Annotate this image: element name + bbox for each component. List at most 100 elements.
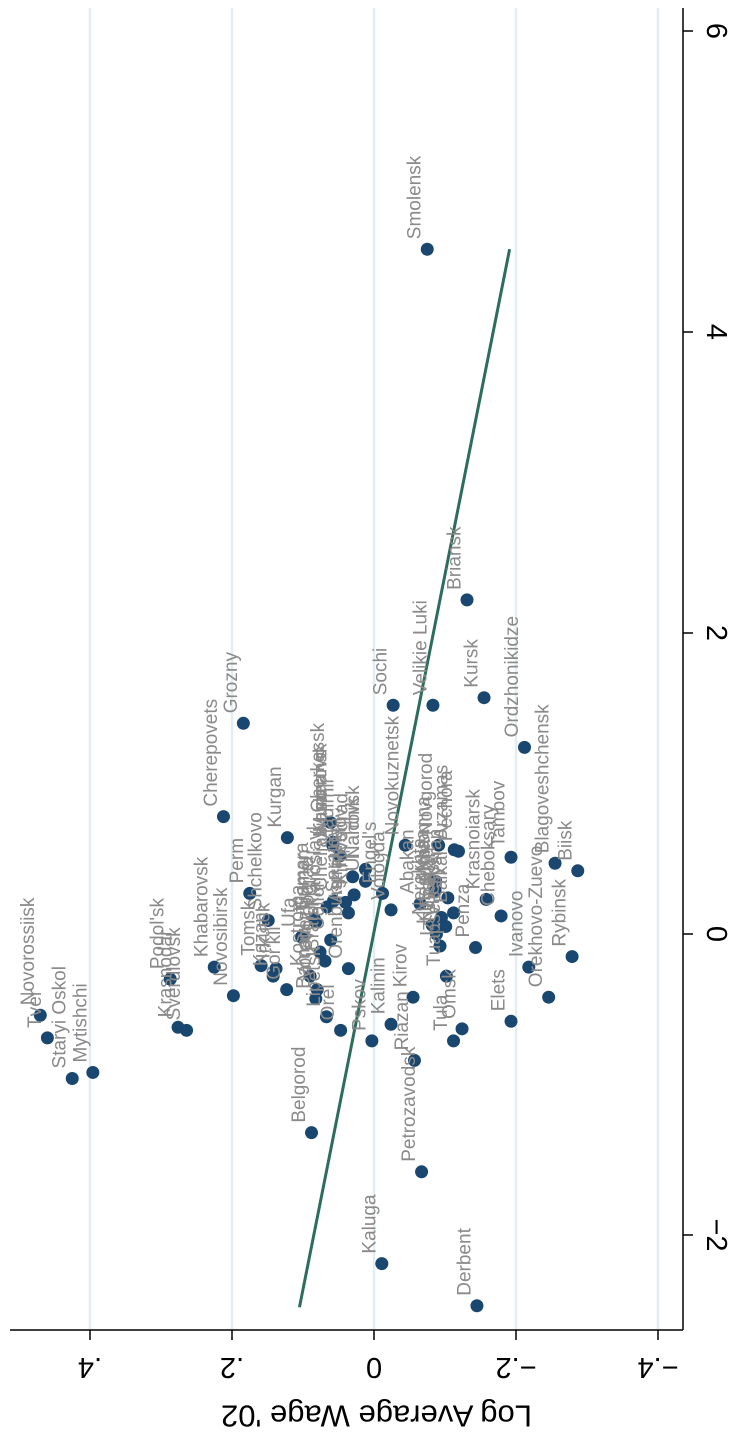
- point-label-71: Abakan: [398, 829, 419, 893]
- data-point-78: [428, 883, 442, 897]
- data-point-71: [413, 897, 427, 911]
- data-point-66: [309, 915, 323, 929]
- point-label-45: Pskov: [349, 979, 370, 1031]
- data-point-40: [86, 1065, 100, 1079]
- data-point-21: [494, 909, 508, 923]
- point-label-54: Kostroma: [288, 884, 309, 966]
- data-point-80: [425, 918, 439, 932]
- y-tick-label-3: −.2: [495, 1351, 536, 1383]
- data-point-6: [236, 716, 250, 730]
- data-point-14: [504, 850, 518, 864]
- data-point-73: [439, 969, 453, 983]
- data-point-15: [548, 856, 562, 870]
- point-label-10: Kemerovo: [310, 749, 331, 836]
- data-point-4: [386, 698, 400, 712]
- data-point-18: [542, 990, 556, 1004]
- point-label-50: Orel: [318, 984, 339, 1020]
- y-tick-label-2: 0: [366, 1351, 382, 1383]
- data-points: [33, 242, 585, 1313]
- data-point-2: [477, 691, 491, 705]
- point-label-58: Iaroslavl: [305, 826, 326, 897]
- point-label-61: Cheliabinsk: [311, 792, 332, 891]
- data-point-8: [280, 831, 294, 845]
- point-label-38: Tver: [25, 989, 46, 1028]
- point-label-66: Tiumen: [293, 849, 314, 912]
- data-point-68: [384, 903, 398, 917]
- fit-line: [297, 248, 512, 1308]
- point-label-33: Irkutsk: [254, 902, 275, 958]
- point-label-18: Orekhovo-Zuevo: [526, 846, 547, 988]
- data-point-62: [346, 870, 360, 884]
- point-label-25: Tula: [431, 994, 452, 1031]
- point-label-24: Omsk: [440, 969, 461, 1019]
- point-label-21: Cheboksary: [479, 804, 500, 906]
- point-label-59: Saratov: [323, 826, 344, 892]
- data-point-49: [358, 874, 372, 888]
- point-label-64: Astrakhan: [326, 817, 347, 903]
- data-point-41: [305, 1126, 319, 1140]
- data-point-83: [318, 954, 332, 968]
- point-label-37: Novorossiisk: [18, 897, 39, 1005]
- point-label-29: Sverdlovsk: [164, 927, 185, 1020]
- data-point-43: [470, 1299, 484, 1313]
- point-label-32: Tomsk: [239, 900, 260, 955]
- data-point-3: [426, 698, 440, 712]
- point-label-67: Murmansk: [310, 743, 331, 832]
- data-point-31: [243, 886, 257, 900]
- data-point-17: [565, 950, 579, 964]
- point-label-62: Rostov: [330, 807, 351, 867]
- point-label-77: Baikal: [431, 851, 452, 903]
- point-label-47: Riazan: [392, 991, 413, 1050]
- data-point-63: [347, 888, 361, 902]
- point-label-0: Smolensk: [405, 155, 426, 239]
- data-point-45: [365, 1034, 379, 1048]
- data-point-84: [324, 933, 338, 947]
- data-point-77: [447, 906, 461, 920]
- point-label-68: Vologda: [369, 831, 390, 900]
- fit-line-group: [297, 248, 512, 1308]
- data-point-67: [326, 835, 340, 849]
- point-label-73: Tuapse: [424, 903, 445, 966]
- point-label-60: Orenburg: [326, 878, 347, 958]
- data-point-12: [432, 838, 446, 852]
- point-label-23: Penza: [453, 883, 474, 937]
- grid-lines: [88, 8, 660, 1330]
- point-label-75: Kolomna: [413, 796, 434, 871]
- point-label-12: Novgorod: [416, 753, 437, 835]
- point-label-26: Khabarovsk: [192, 856, 213, 957]
- data-point-25: [447, 1034, 461, 1048]
- data-point-1: [460, 593, 474, 607]
- point-label-2: Kursk: [462, 639, 483, 688]
- data-point-24: [455, 1022, 469, 1036]
- data-point-5: [518, 740, 532, 754]
- data-point-20: [504, 1014, 518, 1028]
- point-label-51: Lipetsk: [304, 946, 325, 1007]
- point-label-14: Tambov: [489, 780, 510, 847]
- point-label-17: Rybinsk: [550, 878, 571, 946]
- data-point-47: [407, 1053, 421, 1067]
- data-point-27: [163, 972, 177, 986]
- point-label-34: Shchelkovo: [246, 812, 267, 910]
- data-point-50: [334, 1023, 348, 1037]
- point-label-3: Velikie Luki: [410, 600, 431, 695]
- point-label-63: Kirovograd: [332, 793, 353, 885]
- data-point-36: [280, 983, 294, 997]
- point-label-81: Sysran: [425, 829, 446, 888]
- data-point-53: [310, 983, 324, 997]
- point-label-31: Perm: [227, 838, 248, 883]
- point-label-53: Voronezh: [295, 899, 316, 979]
- point-label-80: Nerekhta: [410, 837, 431, 915]
- data-point-32: [254, 959, 268, 973]
- point-label-15: Blagoveshchensk: [533, 704, 554, 853]
- point-label-82: Gubkin: [419, 847, 440, 907]
- point-label-65: Nalchik: [343, 796, 364, 859]
- point-label-8: Kurgan: [265, 766, 286, 827]
- data-point-72: [433, 939, 447, 953]
- point-label-74: Vitebsk: [423, 854, 444, 916]
- point-label-70: Novokuznetsk: [383, 715, 404, 835]
- data-point-0: [420, 242, 434, 256]
- y-axis-title: Log Average Wage '02: [221, 1399, 532, 1434]
- point-label-56: Samara: [292, 842, 313, 909]
